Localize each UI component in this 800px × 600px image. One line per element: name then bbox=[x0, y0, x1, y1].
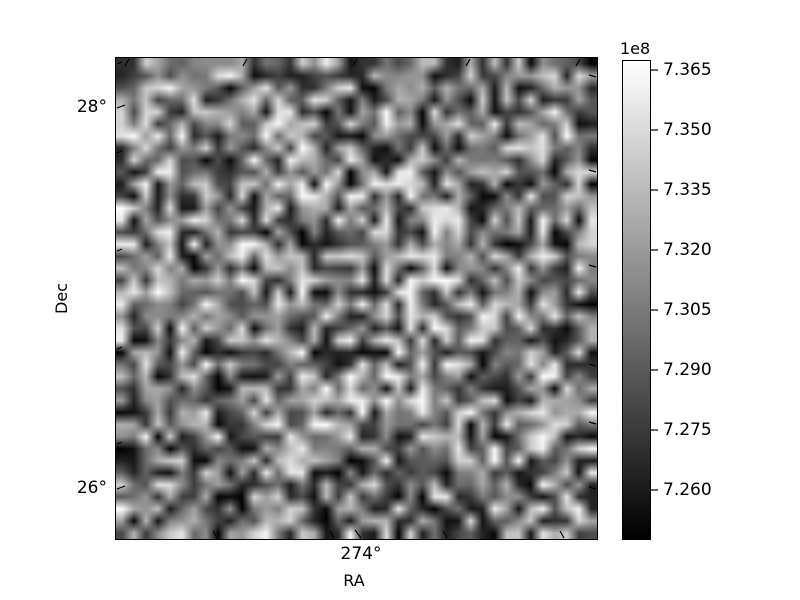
colorbar-tick-label: 7.335 bbox=[663, 180, 712, 200]
x-tick-label-274: 274° bbox=[340, 544, 382, 564]
colorbar-offset-label: 1e8 bbox=[620, 39, 651, 58]
plot-area bbox=[115, 57, 598, 540]
colorbar-tick-label: 7.290 bbox=[663, 360, 712, 380]
colorbar bbox=[622, 60, 651, 540]
heatmap-image bbox=[116, 58, 597, 539]
y-tick-label-28: 28° bbox=[76, 97, 107, 117]
x-axis-label: RA bbox=[343, 571, 365, 590]
y-axis-label-text: Dec bbox=[51, 283, 71, 314]
y-tick-label-26: 26° bbox=[76, 478, 107, 498]
y-axis-label: Dec bbox=[50, 57, 72, 540]
colorbar-tick-label: 7.350 bbox=[663, 120, 712, 140]
colorbar-tick-label: 7.320 bbox=[663, 240, 712, 260]
colorbar-tick-label: 7.305 bbox=[663, 300, 712, 320]
colorbar-tick-label: 7.275 bbox=[663, 420, 712, 440]
colorbar-tick-label: 7.365 bbox=[663, 60, 712, 80]
colorbar-tick-label: 7.260 bbox=[663, 480, 712, 500]
